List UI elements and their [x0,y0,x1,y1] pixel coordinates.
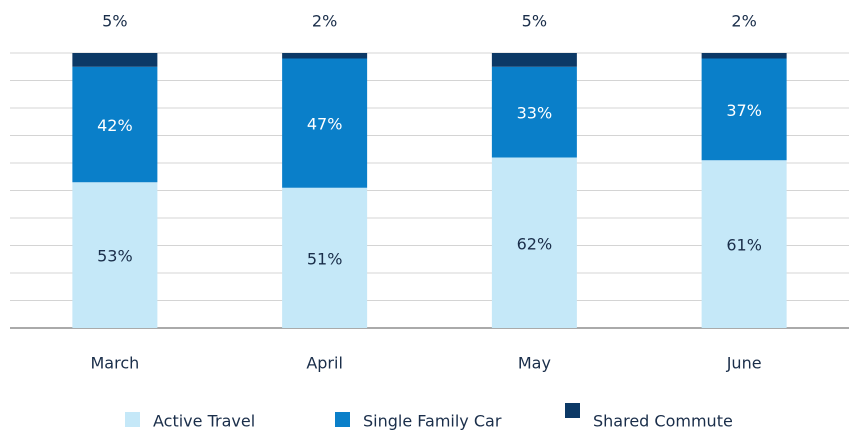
bar-segment [72,66,158,183]
data-label: 2% [731,12,756,31]
data-label: 62% [517,234,553,253]
bar-segment [282,53,368,59]
bar-segment [701,160,787,328]
legend-swatch [335,412,350,427]
legend-label: Shared Commute [593,412,733,431]
bar-segment [72,182,158,328]
legend-swatch [565,403,580,418]
data-label: 5% [522,12,547,31]
bar-segment [282,187,368,328]
data-label: 51% [307,249,343,268]
data-label: 33% [517,104,553,123]
x-tick-label: May [518,354,551,373]
bar-segment [491,66,577,158]
bar-segment [701,58,787,161]
bar-segment [72,53,158,67]
data-label: 53% [97,247,133,266]
data-label: 2% [312,12,337,31]
bar-segment [282,58,368,188]
data-label: 37% [726,101,762,120]
x-tick-label: June [726,354,762,373]
legend-label: Active Travel [153,412,255,431]
legend-label: Single Family Car [363,412,502,431]
x-tick-label: April [306,354,343,373]
bar-segment [701,53,787,59]
data-label: 5% [102,12,127,31]
data-label: 61% [726,236,762,255]
data-label: 47% [307,115,343,134]
bar-segment [491,157,577,328]
legend-swatch [125,412,140,427]
bar-segment [491,53,577,67]
x-tick-label: March [90,354,139,373]
data-label: 42% [97,116,133,135]
